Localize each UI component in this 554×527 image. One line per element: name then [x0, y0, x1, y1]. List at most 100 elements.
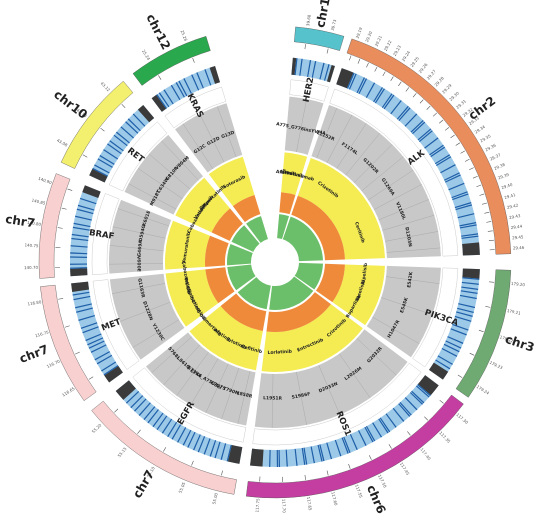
chromosome-label-chr12: chr12: [143, 12, 173, 52]
tick-label: 25.24: [141, 49, 152, 62]
tick-label: 29.26: [418, 62, 429, 74]
tick-label: 117.45: [399, 461, 411, 476]
tick-label: 140.90: [38, 176, 53, 186]
tick-label: 29.19: [355, 26, 364, 39]
tick-mark: [122, 104, 125, 108]
tick-mark: [83, 155, 87, 157]
tick-mark: [327, 471, 328, 476]
tick-mark: [349, 464, 351, 469]
tick-mark: [482, 203, 487, 204]
tick-label: 116.65: [61, 386, 76, 398]
gene-track-edge: [462, 269, 480, 279]
exon-mark: [70, 263, 87, 264]
tick-mark: [158, 75, 161, 79]
tick-label: 117.60: [330, 491, 338, 506]
chromosome-label-chr10: chr10: [51, 87, 90, 121]
tick-label: 29.27: [426, 68, 437, 80]
tick-mark: [427, 106, 431, 110]
tick-label: 29.29: [441, 83, 453, 95]
tick-label: 29.21: [374, 34, 384, 47]
tick-label: 117.30: [455, 412, 469, 425]
tick-label: 55.20: [91, 422, 103, 434]
tick-mark: [327, 49, 328, 54]
tick-mark: [451, 135, 455, 138]
center-hole: [252, 239, 298, 285]
tick-mark: [461, 151, 465, 154]
tick-label: 140.70: [24, 265, 39, 270]
chromosome-label-chr7a: chr7: [130, 468, 157, 501]
tick-mark: [484, 212, 489, 213]
tick-label: 29.30: [448, 90, 460, 102]
tick-label: 29.41: [504, 192, 517, 200]
mutation-label: L1951R: [263, 395, 282, 401]
tick-mark: [486, 221, 491, 222]
tick-label: 39.68: [305, 14, 312, 26]
karyotype-band-chr7c: [39, 174, 70, 279]
tick-mark: [485, 306, 490, 307]
tick-label: 117.40: [419, 447, 432, 461]
tick-label: 140.85: [31, 198, 46, 206]
tick-mark: [349, 56, 351, 61]
tick-mark: [100, 128, 104, 131]
tick-mark: [476, 185, 481, 187]
karyotype-band-chr10: [61, 81, 133, 168]
tick-label: 55.05: [177, 481, 186, 494]
tick-label: 29.43: [509, 213, 522, 220]
tick-label: 117.70: [281, 499, 287, 514]
chromosome-label-chr6: chr6: [364, 483, 389, 516]
chromosome-label-chr2: chr2: [466, 94, 498, 123]
tick-label: 140.75: [24, 242, 39, 248]
tick-mark: [75, 352, 80, 354]
tick-mark: [193, 58, 195, 63]
tick-mark: [413, 93, 416, 97]
tick-label: 117.75: [254, 498, 260, 513]
tick-mark: [305, 44, 306, 49]
tick-label: 179.21: [506, 308, 521, 316]
tick-mark: [383, 72, 386, 76]
tick-label: 179.23: [489, 360, 504, 371]
tick-label: 179.20: [511, 281, 526, 287]
tick-label: 117.55: [354, 484, 364, 499]
tick-mark: [479, 330, 484, 332]
tick-label: 29.23: [392, 44, 402, 57]
tick-mark: [192, 461, 194, 466]
chromosome-label-chr3: chr3: [503, 332, 536, 355]
tick-label: 29.45: [512, 234, 524, 240]
tick-label: 29.44: [510, 224, 522, 231]
tick-mark: [137, 430, 140, 434]
chromosome-label-chr7c: chr7: [4, 212, 36, 231]
tick-mark: [488, 231, 493, 232]
tick-mark: [458, 375, 462, 378]
tick-label: 179.24: [476, 384, 491, 396]
tick-label: 29.42: [506, 202, 519, 210]
tick-label: 116.75: [34, 329, 49, 338]
tick-mark: [445, 127, 449, 130]
tick-label: 29.38: [493, 162, 506, 171]
tick-mark: [221, 471, 222, 476]
tick-mark: [366, 63, 368, 68]
tick-mark: [114, 409, 118, 412]
tick-label: 29.31: [455, 98, 467, 110]
tick-label: 29.28: [433, 75, 445, 87]
response-track-braf: [205, 236, 229, 267]
tick-label: 25.26: [180, 29, 189, 42]
tick-mark: [470, 353, 475, 355]
tick-label: 29.20: [364, 30, 373, 43]
tick-mark: [439, 120, 443, 123]
tick-mark: [358, 59, 360, 64]
tick-label: 29.25: [409, 55, 420, 68]
tick-mark: [369, 455, 371, 459]
tick-mark: [420, 100, 423, 104]
tick-mark: [65, 326, 70, 327]
tick-label: 43.08: [56, 138, 69, 148]
tick-mark: [398, 82, 401, 86]
tick-mark: [433, 113, 437, 116]
karyotype-band-chr17: [294, 27, 344, 51]
mutation-label: V600E: [135, 256, 141, 272]
tick-mark: [67, 189, 72, 191]
gene-track-edge: [70, 268, 87, 276]
tick-label: 29.34: [474, 124, 487, 135]
tick-label: 29.35: [479, 133, 492, 143]
tick-mark: [440, 400, 444, 403]
